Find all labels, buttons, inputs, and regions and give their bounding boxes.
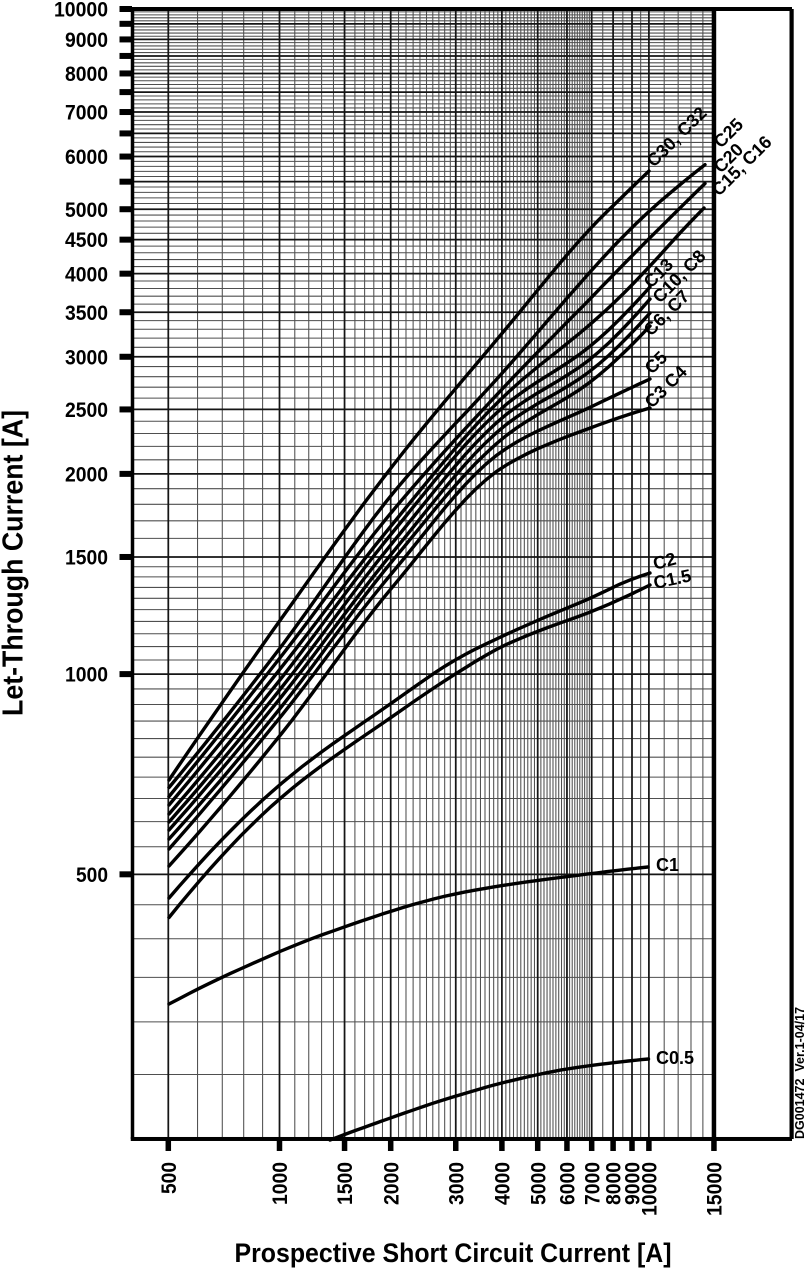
svg-text:15000: 15000 [703,1162,726,1216]
svg-text:1000: 1000 [65,664,108,687]
svg-text:5000: 5000 [65,199,108,222]
svg-text:5000: 5000 [527,1162,550,1205]
svg-text:DG001472 Ver.1-04/17: DG001472 Ver.1-04/17 [793,1007,807,1139]
svg-text:10000: 10000 [54,0,108,22]
svg-text:3000: 3000 [65,346,108,369]
svg-text:7000: 7000 [65,102,108,125]
svg-text:9000: 9000 [65,29,108,52]
svg-text:8000: 8000 [603,1162,626,1205]
svg-text:4500: 4500 [65,229,108,252]
svg-text:Let-Through Current [A]: Let-Through Current [A] [0,410,30,716]
svg-text:Prospective Short Circuit Curr: Prospective Short Circuit Current [A] [235,1238,672,1268]
svg-text:500: 500 [158,1162,181,1194]
svg-text:1500: 1500 [334,1162,357,1205]
svg-text:2000: 2000 [380,1162,403,1205]
svg-text:1000: 1000 [269,1162,292,1205]
svg-text:6000: 6000 [556,1162,579,1205]
svg-text:500: 500 [76,864,108,887]
svg-text:2500: 2500 [65,399,108,422]
svg-text:9000: 9000 [622,1162,645,1205]
svg-text:C0.5: C0.5 [656,1048,694,1068]
svg-text:10000: 10000 [638,1162,661,1216]
svg-text:4000: 4000 [491,1162,514,1205]
svg-text:3500: 3500 [65,302,108,325]
svg-text:C1: C1 [656,855,679,875]
svg-text:4000: 4000 [65,263,108,286]
svg-text:6000: 6000 [65,146,108,169]
svg-text:3000: 3000 [445,1162,468,1205]
svg-text:8000: 8000 [65,63,108,86]
svg-text:1500: 1500 [65,547,108,570]
svg-text:7000: 7000 [581,1162,604,1205]
svg-text:2000: 2000 [65,463,108,486]
